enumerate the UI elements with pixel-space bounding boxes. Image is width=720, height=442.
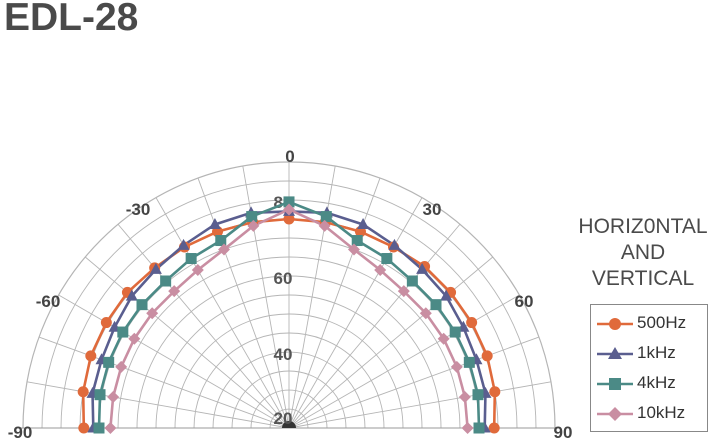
grid-spoke [38,336,290,429]
angle-tick-label: -60 [36,292,61,311]
data-point-4khz [320,211,332,223]
data-point-4khz [136,299,148,311]
legend-item-500hz: 500Hz [591,309,707,339]
data-point-10khz [419,307,432,320]
data-point-4khz [94,389,106,401]
angle-tick-label: 90 [554,423,573,442]
angle-tick-label: 30 [423,200,442,219]
grid-spoke [288,223,461,429]
data-point-4khz [93,422,105,434]
legend: 500Hz 1kHz 4kHz 10kHz [590,304,708,432]
grid-spoke [288,256,494,429]
grid-spoke [197,177,290,429]
data-point-10khz [191,264,204,277]
grid-spoke [155,197,290,429]
data-point-500hz [100,317,112,329]
legend-label: 10kHz [637,403,686,422]
legend-item-1khz: 1kHz [591,339,707,369]
data-point-10khz [458,390,471,403]
data-point-4khz [449,326,461,338]
data-point-10khz [461,422,474,434]
data-point-10khz [146,307,159,320]
angle-tick-label: -30 [126,200,151,219]
data-point-10khz [450,360,463,373]
data-point-10khz [283,203,295,216]
data-point-500hz [489,386,501,398]
data-point-1khz [125,289,138,301]
legend-marker [597,318,633,330]
data-point-10khz [397,285,410,298]
data-point-4khz [351,235,363,247]
angle-tick-label: -90 [8,423,33,442]
data-point-4khz [185,253,197,265]
chart-title: EDL-28 [4,0,139,39]
grid-spoke [288,177,381,429]
center-hub [282,421,296,428]
legend-label: 4kHz [637,373,676,392]
data-point-1khz [440,289,453,301]
data-point-4khz [283,196,295,208]
legend-item-10khz: 10kHz [591,399,707,429]
radial-tick-label: 40 [274,345,293,364]
legend-marker [597,407,633,421]
legend-marker [597,378,633,390]
grid-spoke [58,294,290,429]
data-point-10khz [374,264,387,277]
data-point-10khz [168,285,181,298]
legend-marker [597,347,633,359]
data-point-10khz [247,219,260,232]
data-point-10khz [318,219,331,232]
legend-title: HORIZ0NTAL AND VERTICAL [568,214,718,292]
data-point-1khz [208,217,221,229]
data-point-4khz [381,253,393,265]
data-point-4khz [160,275,172,287]
data-point-10khz [104,422,117,434]
data-point-1khz [177,238,190,250]
legend-title-line: HORIZ0NTAL [578,215,708,238]
legend-label: 1kHz [637,343,676,362]
grid-spoke [288,294,520,429]
grid-spoke [288,197,423,429]
data-point-500hz [488,422,500,434]
data-point-500hz [481,350,493,362]
angle-tick-label: 0 [285,147,294,166]
data-point-10khz [115,360,128,373]
data-point-4khz [463,356,475,368]
data-point-10khz [218,243,231,256]
grid-spoke [288,381,552,429]
grid-spoke [26,381,290,429]
data-point-10khz [437,332,450,345]
data-point-1khz [388,238,401,250]
grid-spoke [117,223,290,429]
data-point-4khz [473,422,485,434]
data-point-10khz [347,243,360,256]
data-point-1khz [416,262,429,274]
data-point-1khz [357,217,370,229]
data-point-4khz [103,356,115,368]
data-point-4khz [430,299,442,311]
legend-label: 500Hz [637,313,687,332]
data-point-4khz [246,211,258,223]
grid-spoke [288,336,540,429]
grid-spoke [84,256,290,429]
data-point-10khz [128,332,141,345]
data-point-4khz [215,235,227,247]
data-point-1khz [149,262,162,274]
data-point-500hz [283,213,295,225]
data-point-500hz [78,422,90,434]
data-point-500hz [466,317,478,329]
radial-tick-label: 20 [274,409,293,428]
legend-item-4khz: 4kHz [591,369,707,399]
data-point-10khz [107,390,120,403]
legend-title-line: AND [620,241,666,264]
angle-tick-label: 60 [515,292,534,311]
legend-title-line: VERTICAL [591,267,695,290]
radial-tick-label: 60 [274,269,293,288]
data-point-4khz [406,275,418,287]
data-point-4khz [472,389,484,401]
data-point-4khz [117,326,129,338]
data-point-500hz [77,386,89,398]
data-point-500hz [85,350,97,362]
